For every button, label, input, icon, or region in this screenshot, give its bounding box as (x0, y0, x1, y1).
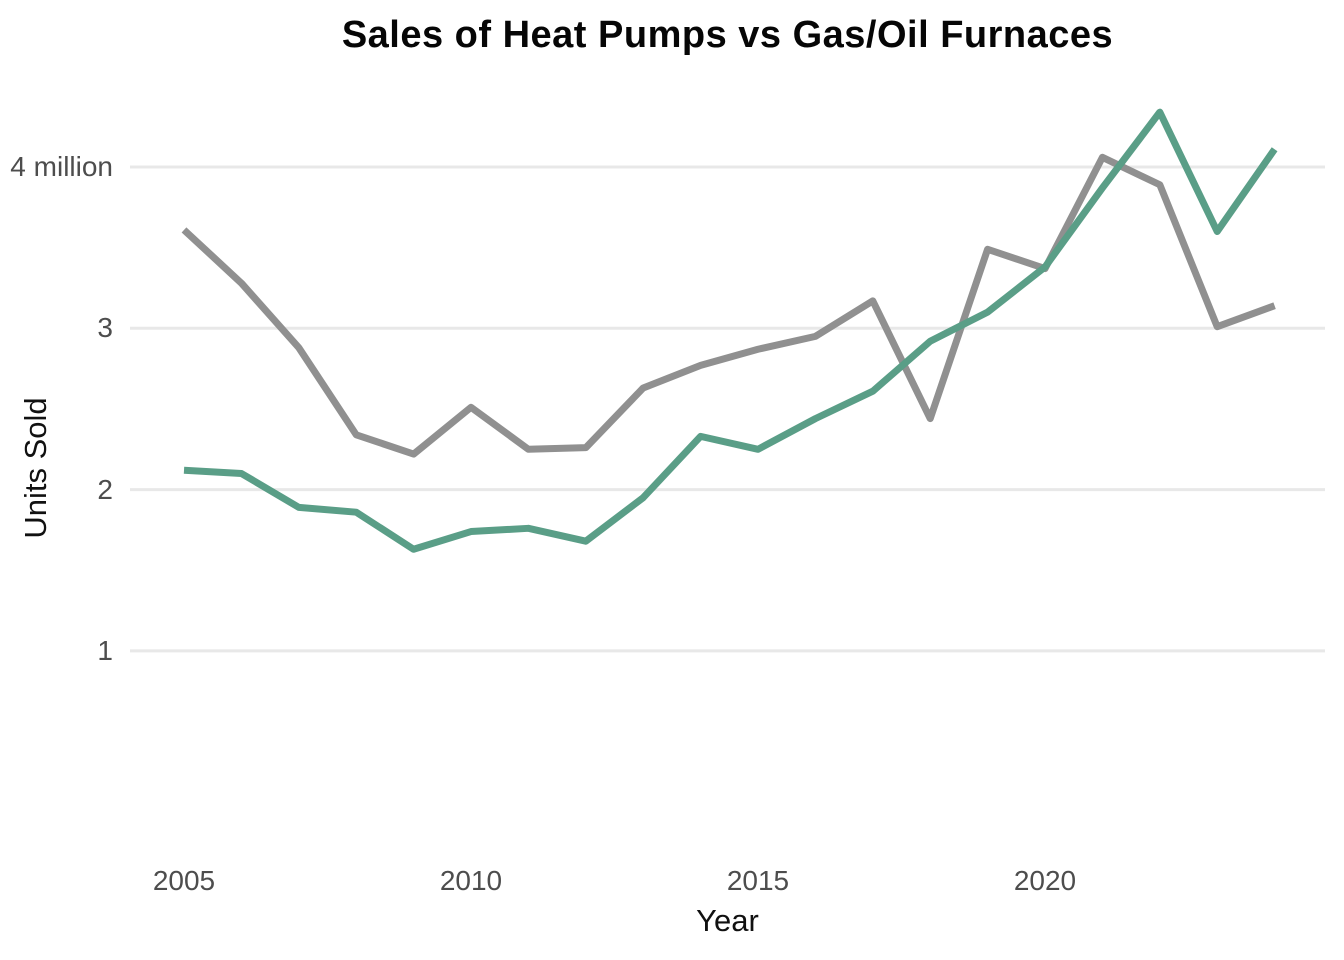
x-axis-title: Year (696, 903, 759, 938)
chart-title: Sales of Heat Pumps vs Gas/Oil Furnaces (341, 14, 1114, 56)
x-tick-label: 2010 (439, 865, 503, 896)
series-lines (181, 108, 1278, 553)
gridlines (130, 165, 1325, 653)
x-tick-label: 2020 (1013, 865, 1077, 896)
y-tick-label: 2 (97, 473, 113, 505)
x-tick-label: 2005 (152, 865, 216, 896)
x-tick-label: 2015 (726, 865, 790, 896)
y-tick-label: 4 million (10, 151, 113, 182)
y-tick-label: 3 (97, 312, 113, 344)
y-tick-label: 1 (97, 634, 113, 666)
y-axis-title-text: Units Sold (18, 397, 53, 539)
series-line-heat-pumps (183, 108, 1278, 553)
series-line-gas-oil-furnaces (181, 153, 1276, 458)
